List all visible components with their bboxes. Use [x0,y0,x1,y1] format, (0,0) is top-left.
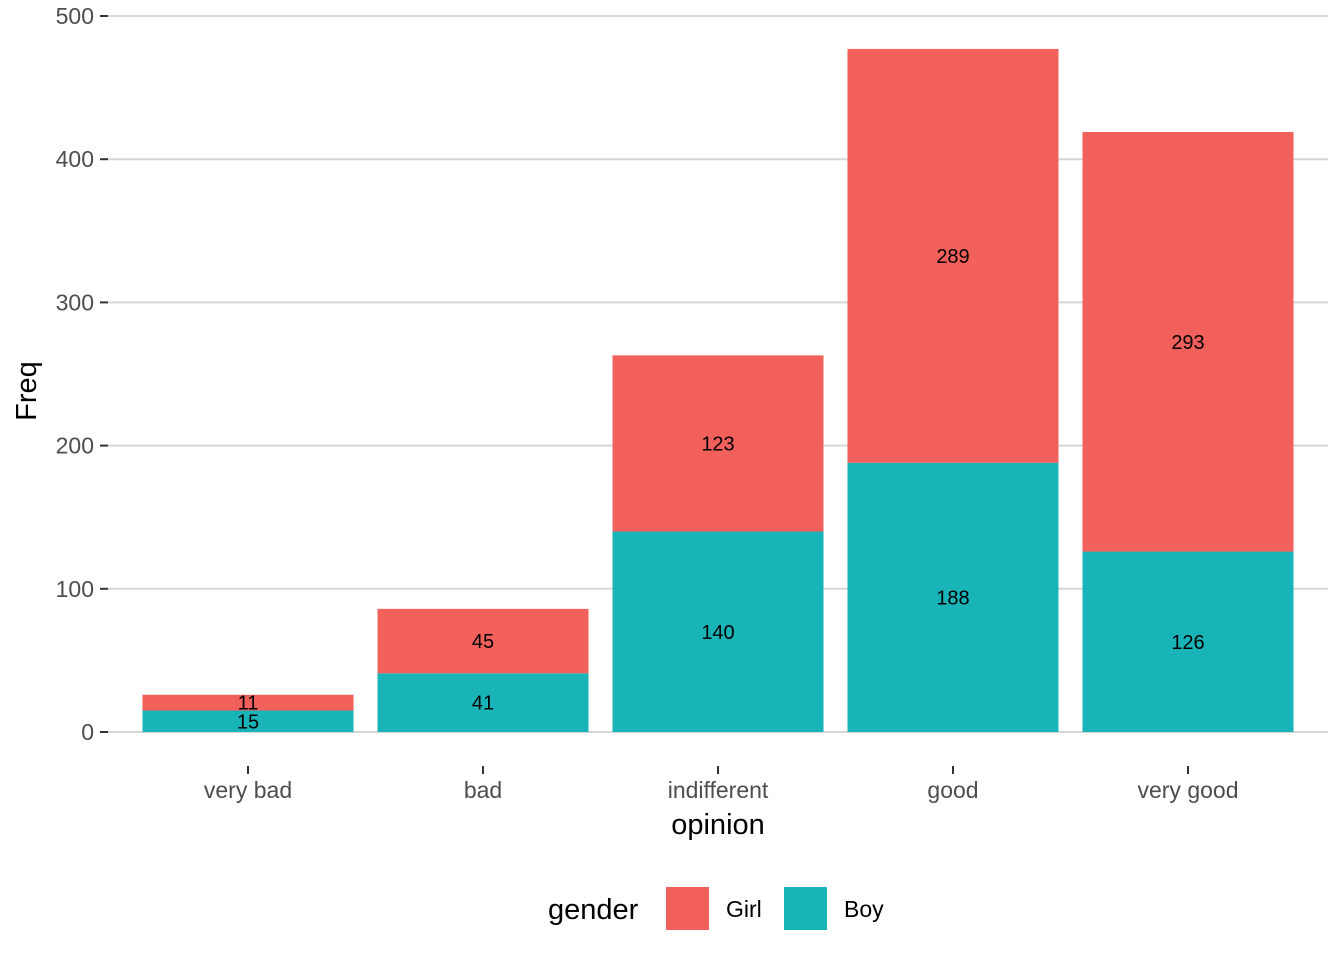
bar-boy-1 [377,673,589,732]
bar-girl-4 [1082,131,1294,552]
bar-label-girl-1: 45 [472,631,494,653]
y-tick-label-4: 400 [56,146,94,172]
y-tick-label-2: 200 [56,433,94,459]
bar-label-boy-2: 140 [701,622,734,644]
x-tick-label-2: indifferent [668,777,769,803]
x-axis-title: opinion [671,809,765,841]
bar-label-boy-1: 41 [472,693,494,715]
bar-girl-2 [612,355,824,532]
bar-label-girl-4: 293 [1171,332,1204,354]
x-axis: very bad bad indifferent good very good [204,766,1239,803]
x-tick-label-1: bad [464,777,502,803]
bar-label-boy-4: 126 [1171,632,1204,654]
bar-label-girl-2: 123 [701,433,734,455]
y-axis-title: Freq [11,361,43,421]
y-tick-label-5: 500 [56,3,94,29]
legend-swatch-boy [784,887,827,930]
legend-label-girl: Girl [726,896,762,922]
bar-boy-4 [1082,551,1294,732]
bar-boy-0 [142,710,354,732]
bar-boy-2 [612,531,824,732]
bar-label-boy-3: 188 [936,587,969,609]
y-tick-label-1: 100 [56,576,94,602]
bar-label-boy-0: 15 [237,711,259,733]
legend-label-boy: Boy [844,896,884,922]
legend-swatch-girl [666,887,709,930]
y-axis: 0 100 200 300 400 500 [56,3,108,745]
bar-label-girl-0: 11 [238,693,259,715]
y-tick-label-3: 300 [56,289,94,315]
legend: gender Girl Boy [548,887,884,930]
bar-girl-1 [377,608,589,674]
bar-girl-0 [142,694,354,711]
legend-title: gender [548,894,639,926]
bar-boy-3 [847,462,1059,732]
bars [142,48,1294,732]
bar-label-girl-3: 289 [936,246,969,268]
bar-girl-3 [847,48,1059,463]
y-tick-label-0: 0 [81,719,94,745]
x-tick-label-4: very good [1137,777,1238,803]
x-tick-label-0: very bad [204,777,292,803]
x-tick-label-3: good [927,777,978,803]
